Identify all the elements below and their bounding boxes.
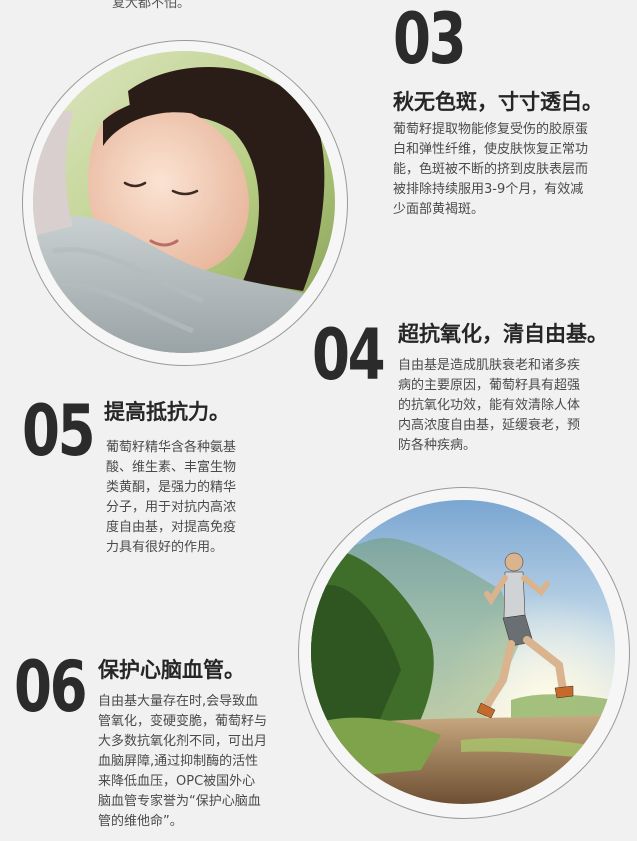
section-06-line: 血脑屏障,通过抑制酶的活性 (98, 754, 259, 769)
section-04-body: 自由基是造成肌肤衰老和诸多疾 病的主要原因，葡萄籽具有超强 的抗氧化功效，能有效… (398, 356, 634, 456)
section-04-line: 防各种疾病。 (398, 438, 477, 453)
section-03-title: 秋无色斑，寸寸透白。 (393, 89, 603, 114)
section-04-number: 04 (312, 314, 386, 396)
section-03-line: 葡萄籽提取物能修复受伤的胶原蛋 (393, 122, 589, 137)
section-06-line: 来降低血压，OPC被国外心 (98, 774, 256, 789)
section-04-line: 自由基是造成肌肤衰老和诸多疾 (398, 358, 581, 373)
section-05-line: 分子，用于对抗内高浓 (106, 500, 237, 515)
section-05-body: 葡萄籽精华含各种氨基 酸、维生素、丰富生物 类黄酮，是强力的精华 分子，用于对抗… (106, 438, 286, 558)
section-03-line: 少面部黄褐斑。 (393, 202, 485, 217)
section-06-line: 管氧化，变硬变脆，葡萄籽与 (98, 714, 268, 729)
section-03-number: 03 (393, 0, 467, 80)
section-05-number: 05 (22, 390, 96, 472)
top-text-fragment: 复大都不怕。 (112, 0, 191, 11)
section-06-line: 脑血管专家誉为“保护心脑血 (98, 794, 261, 809)
section-03-line: 被排除持续服用3-9个月，有效减 (393, 182, 584, 197)
section-04-line: 内高浓度自由基，延缓衰老，预 (398, 418, 581, 433)
section-05-line: 度自由基，对提高免疫 (106, 520, 237, 535)
section-06-number: 06 (14, 646, 88, 728)
section-05-line: 酸、维生素、丰富生物 (106, 460, 237, 475)
section-04-line: 病的主要原因，葡萄籽具有超强 (398, 378, 581, 393)
section-05-line: 葡萄籽精华含各种氨基 (106, 440, 237, 455)
section-05-title: 提高抵抗力。 (104, 399, 230, 424)
section-06-body: 自由基大量存在时,会导致血 管氧化，变硬变脆，葡萄籽与 大多数抗氧化剂不同，可出… (98, 692, 318, 832)
sleeping-woman-photo (33, 51, 335, 353)
running-woman-photo (311, 500, 615, 804)
section-06-line: 管的维他命”。 (98, 814, 183, 829)
section-05-line: 类黄酮，是强力的精华 (106, 480, 237, 495)
section-04-line: 的抗氧化功效，能有效清除人体 (398, 398, 581, 413)
section-05-line: 力具有很好的作用。 (106, 540, 224, 555)
section-03-line: 白和弹性纤维，使皮肤恢复正常功 (393, 142, 589, 157)
section-03-body: 葡萄籽提取物能修复受伤的胶原蛋 白和弹性纤维，使皮肤恢复正常功 能，色斑被不断的… (393, 120, 633, 220)
section-06-line: 大多数抗氧化剂不同，可出月 (98, 734, 268, 749)
section-06-line: 自由基大量存在时,会导致血 (98, 694, 259, 709)
section-04-title: 超抗氧化，清自由基。 (398, 321, 608, 346)
section-06-title: 保护心脑血管。 (98, 657, 245, 682)
section-03-line: 能，色斑被不断的挤到皮肤表层而 (393, 162, 589, 177)
